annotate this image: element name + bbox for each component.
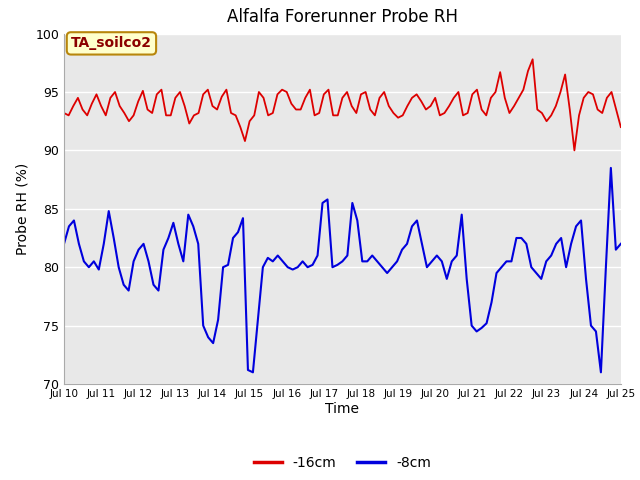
Y-axis label: Probe RH (%): Probe RH (%) [16,163,29,255]
Title: Alfalfa Forerunner Probe RH: Alfalfa Forerunner Probe RH [227,9,458,26]
Text: TA_soilco2: TA_soilco2 [71,36,152,50]
Legend: -16cm, -8cm: -16cm, -8cm [248,450,436,475]
X-axis label: Time: Time [325,402,360,416]
